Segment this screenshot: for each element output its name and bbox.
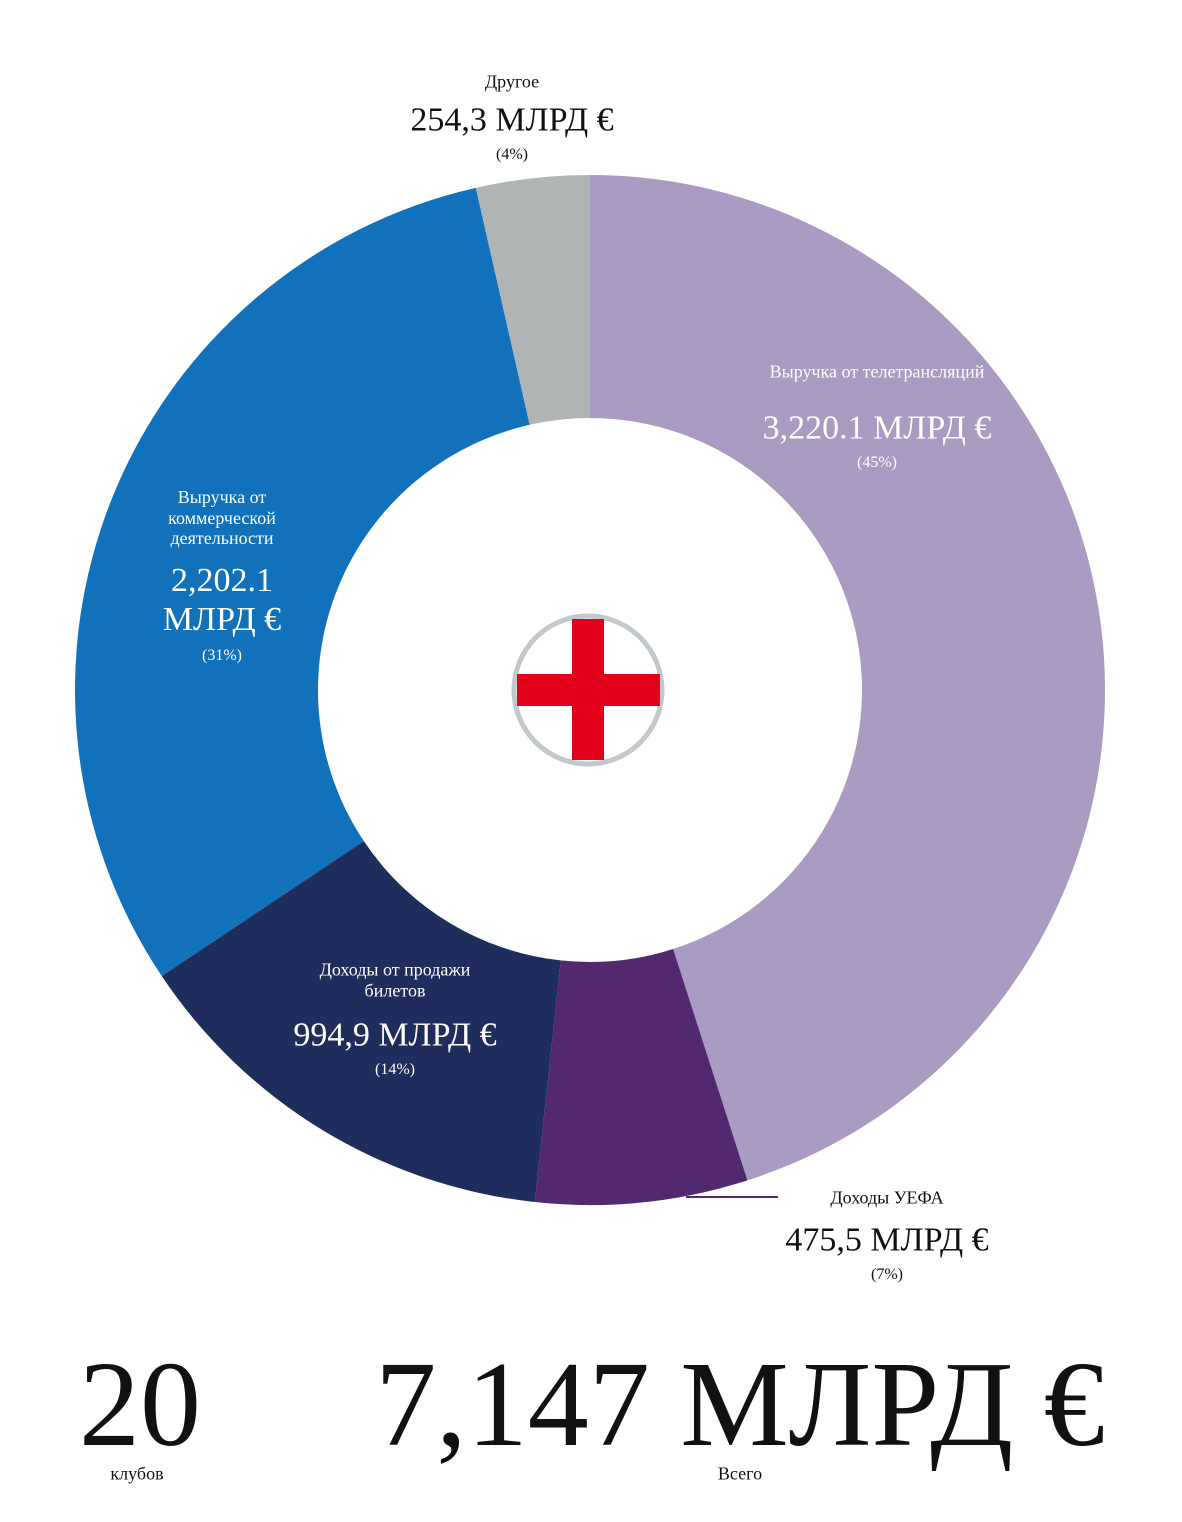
donut-segment — [534, 948, 748, 1205]
segment-name: Доходы УЕФА — [830, 1187, 944, 1208]
total: 7,147 МЛРД € — [375, 1337, 1105, 1472]
percent-label: (45%) — [857, 453, 897, 471]
segment-name: Выручка от коммерческой деятельности — [168, 486, 276, 549]
value-label: 475,5 МЛРД € — [785, 1221, 989, 1259]
clubs-caption: клубов — [110, 1463, 164, 1484]
value-label: 3,220.1 МЛРД € — [762, 409, 992, 447]
percent-label: (7%) — [871, 1265, 903, 1283]
segment-name: Другое — [484, 71, 540, 92]
donut-segment — [75, 187, 530, 976]
value-label: 2,202.1 МЛРД € — [162, 561, 282, 638]
percent-label: (31%) — [202, 646, 242, 664]
segment-name: Выручка от телетрансляций — [769, 361, 985, 382]
percent-label: (4%) — [496, 145, 528, 163]
clubs-count: 20 — [79, 1337, 201, 1472]
donut-segment — [590, 175, 1105, 1181]
segment-name: Доходы от продажи билетов — [319, 959, 471, 1000]
total-caption: Всего — [717, 1463, 763, 1484]
donut-segment — [161, 841, 561, 1203]
value-label: 254,3 МЛРД € — [410, 101, 614, 139]
logo-cross — [517, 674, 660, 706]
donut-segment — [475, 175, 590, 425]
value-label: 994,9 МЛРД € — [293, 1016, 497, 1054]
percent-label: (14%) — [375, 1060, 415, 1078]
